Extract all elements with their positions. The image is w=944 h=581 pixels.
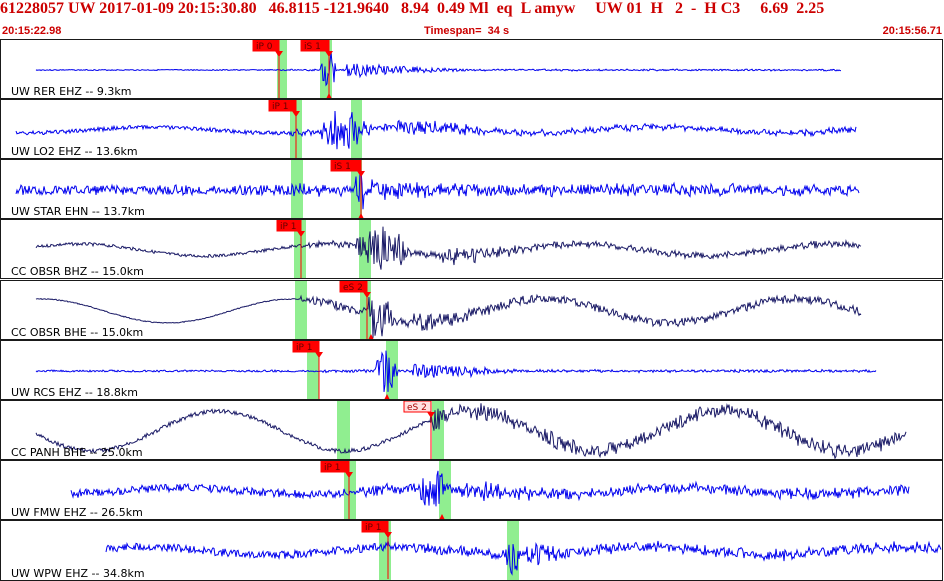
phase-pick[interactable]: eS 2 [403,401,435,459]
waveform-panel[interactable]: iS 1 UW STAR EHN -- 13.7km [0,159,943,219]
seismogram-trace [70,470,910,507]
pick-label: iP 1 [324,463,341,473]
channel-label: UW RER EHZ -- 9.3km [11,85,132,98]
pick-window [307,341,319,399]
waveform-plot: iP 1 [70,461,910,519]
pick-window [277,40,287,98]
pick-arrow-icon [275,51,283,57]
pick-window [337,401,350,459]
pick-arrow-icon [297,231,305,237]
phase-pick[interactable]: iS 1 [300,40,333,98]
waveform-plot: iP 1 [35,220,862,278]
pick-label: eS 2 [343,283,363,293]
event-summary: 61228057 UW 2017-01-09 20:15:30.80 46.81… [0,0,825,17]
pick-window [386,341,398,399]
pick-window [294,220,306,278]
seismogram-trace [35,226,862,270]
waveform-panel[interactable]: eS 2 CC OBSR BHE -- 15.0km [0,280,943,340]
phase-pick[interactable]: iP 1 [276,220,305,278]
pick-arrow-icon [325,51,333,57]
seismogram-trace [35,52,841,87]
channel-label: UW FMW EHZ -- 26.5km [11,506,143,519]
waveform-plot: iP 1 [15,100,857,158]
waveform-plot: iP 0 iS 1 [35,40,841,98]
header: 61228057 UW 2017-01-09 20:15:30.80 46.81… [0,0,944,38]
pick-arrow-icon [363,292,371,298]
pick-label: iP 1 [272,102,289,112]
pick-label: iP 0 [256,42,273,52]
phase-pick[interactable]: iP 1 [268,100,300,158]
pick-label: iS 1 [334,162,351,172]
pick-arrow-icon [427,412,435,418]
channel-label: UW WPW EHZ -- 34.8km [11,567,145,580]
pick-window [359,220,371,278]
seismogram-trace [35,350,877,392]
waveform-panel[interactable]: iP 1 UW RCS EHZ -- 18.8km [0,340,943,400]
end-time: 20:15:56.71 [882,25,942,37]
pick-marker-icon [439,514,445,519]
waveform-panel[interactable]: iP 1 UW LO2 EHZ -- 13.6km [0,99,943,159]
channel-label: UW STAR EHN -- 13.7km [11,205,145,218]
waveform-plot: iP 1 [35,341,877,399]
waveform-plot: eS 2 [35,281,862,339]
phase-pick[interactable]: eS 2 [339,281,371,339]
waveform-panel[interactable]: iP 1 UW WPW EHZ -- 34.8km [0,520,943,581]
waveform-plot: iP 1 [105,521,942,580]
pick-window [295,281,307,339]
waveform-panel[interactable]: eS 2 CC PANH BHE -- 25.0km [0,400,943,460]
pick-label: iP 1 [280,222,297,232]
pick-arrow-icon [292,111,300,117]
seismogram-trace [35,293,862,338]
pick-marker-icon [384,394,390,399]
seismogram-trace [105,540,942,576]
pick-marker-icon [368,334,374,339]
pick-label: iS 1 [304,42,321,52]
waveform-plot: iS 1 [15,160,860,218]
phase-pick[interactable]: iP 0 [252,40,283,98]
channel-label: UW LO2 EHZ -- 13.6km [11,145,138,158]
pick-label: iP 1 [365,523,382,533]
pick-marker-icon [326,93,332,98]
phase-pick[interactable]: iP 1 [320,461,353,519]
seismogram-trace [15,169,860,210]
waveform-panel[interactable]: iP 0 iS 1 UW RER EHZ -- 9.3km [0,39,943,99]
pick-arrow-icon [357,171,365,177]
pick-label: iP 1 [296,343,313,353]
waveform-panels: iP 0 iS 1 UW RER EHZ -- 9.3km iP 1 UW LO2 EH… [0,39,944,581]
channel-label: CC OBSR BHZ -- 15.0km [11,265,144,278]
pick-marker-icon [358,213,364,218]
channel-label: CC PANH BHE -- 25.0km [11,446,143,459]
pick-arrow-icon [315,352,323,358]
timespan-label: Timespan= 34 s [424,25,510,37]
waveform-plot: eS 2 [35,401,907,459]
pick-label: eS 2 [407,403,427,413]
seismogram-trace [35,402,907,459]
pick-window [344,461,356,519]
channel-label: CC OBSR BHE -- 15.0km [11,326,144,339]
waveform-panel[interactable]: iP 1 UW FMW EHZ -- 26.5km [0,460,943,520]
waveform-panel[interactable]: iP 1 CC OBSR BHZ -- 15.0km [0,219,943,279]
phase-pick[interactable]: iP 1 [292,341,323,399]
phase-pick[interactable]: iP 1 [361,521,392,579]
phase-pick[interactable]: iS 1 [330,160,365,218]
start-time: 20:15:22.98 [2,25,62,37]
seismogram-trace [15,110,857,150]
pick-arrow-icon [345,472,353,478]
pick-arrow-icon [384,532,392,538]
channel-label: UW RCS EHZ -- 18.8km [11,386,138,399]
